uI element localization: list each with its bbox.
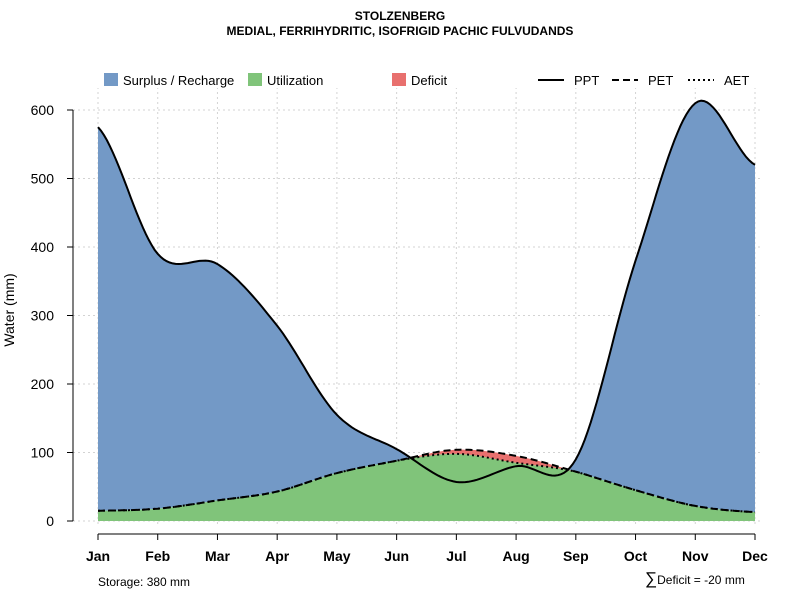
x-tick-label: Oct [624,548,648,564]
y-axis-label: Water (mm) [1,273,17,346]
x-tick-label: Jan [86,548,110,564]
area-layer [98,100,755,521]
legend-utilization-swatch [248,73,262,86]
legend-surplus-swatch [104,73,118,86]
legend-pet: PET [612,73,673,88]
x-tick-label: Jun [384,548,409,564]
axes: 0 100 200 300 400 500 600 Jan Feb Mar Apr May Jun Jul… [31,102,768,564]
y-tick-label: 600 [31,102,55,118]
x-tick-label: Aug [502,548,529,564]
x-tick-label: Nov [682,548,709,564]
x-tick-label: May [323,548,350,564]
legend-deficit-swatch [392,73,406,86]
deficit-label: Deficit = -20 mm [657,573,745,587]
x-tick-label: Apr [265,548,290,564]
legend-ppt-label: PPT [574,73,599,88]
legend-aet: AET [688,73,749,88]
deficit-summary: ∑Deficit = -20 mm [645,569,745,589]
surplus-area [98,100,755,513]
x-tick-label: Sep [563,548,589,564]
y-tick-label: 100 [31,445,55,461]
y-tick-label: 300 [31,308,55,324]
legend: Surplus / Recharge Utilization Deficit PPT P… [104,73,749,88]
x-tick-label: Mar [205,548,230,564]
y-tick-label: 0 [46,513,54,529]
legend-utilization: Utilization [248,73,323,88]
legend-pet-label: PET [648,73,673,88]
x-tick-label: Jul [446,548,466,564]
aet-line [98,452,756,514]
chart-title: STOLZENBERG [354,9,446,23]
y-tick-label: 400 [31,239,55,255]
legend-utilization-label: Utilization [267,73,323,88]
legend-deficit-label: Deficit [411,73,448,88]
sum-symbol: ∑ [645,569,658,588]
legend-ppt: PPT [538,73,599,88]
legend-surplus: Surplus / Recharge [104,73,234,88]
x-tick-label: Feb [145,548,170,564]
legend-surplus-label: Surplus / Recharge [123,73,234,88]
y-tick-label: 200 [31,376,55,392]
legend-aet-label: AET [724,73,749,88]
y-tick-label: 500 [31,171,55,187]
utilization-area [98,453,755,521]
chart-subtitle: MEDIAL, FERRIHYDRITIC, ISOFRIGID PACHIC … [226,24,574,38]
legend-deficit: Deficit [392,73,448,88]
storage-label: Storage: 380 mm [98,575,191,589]
ppt-line [97,99,756,484]
x-tick-label: Dec [742,548,768,564]
line-layer [97,99,756,514]
